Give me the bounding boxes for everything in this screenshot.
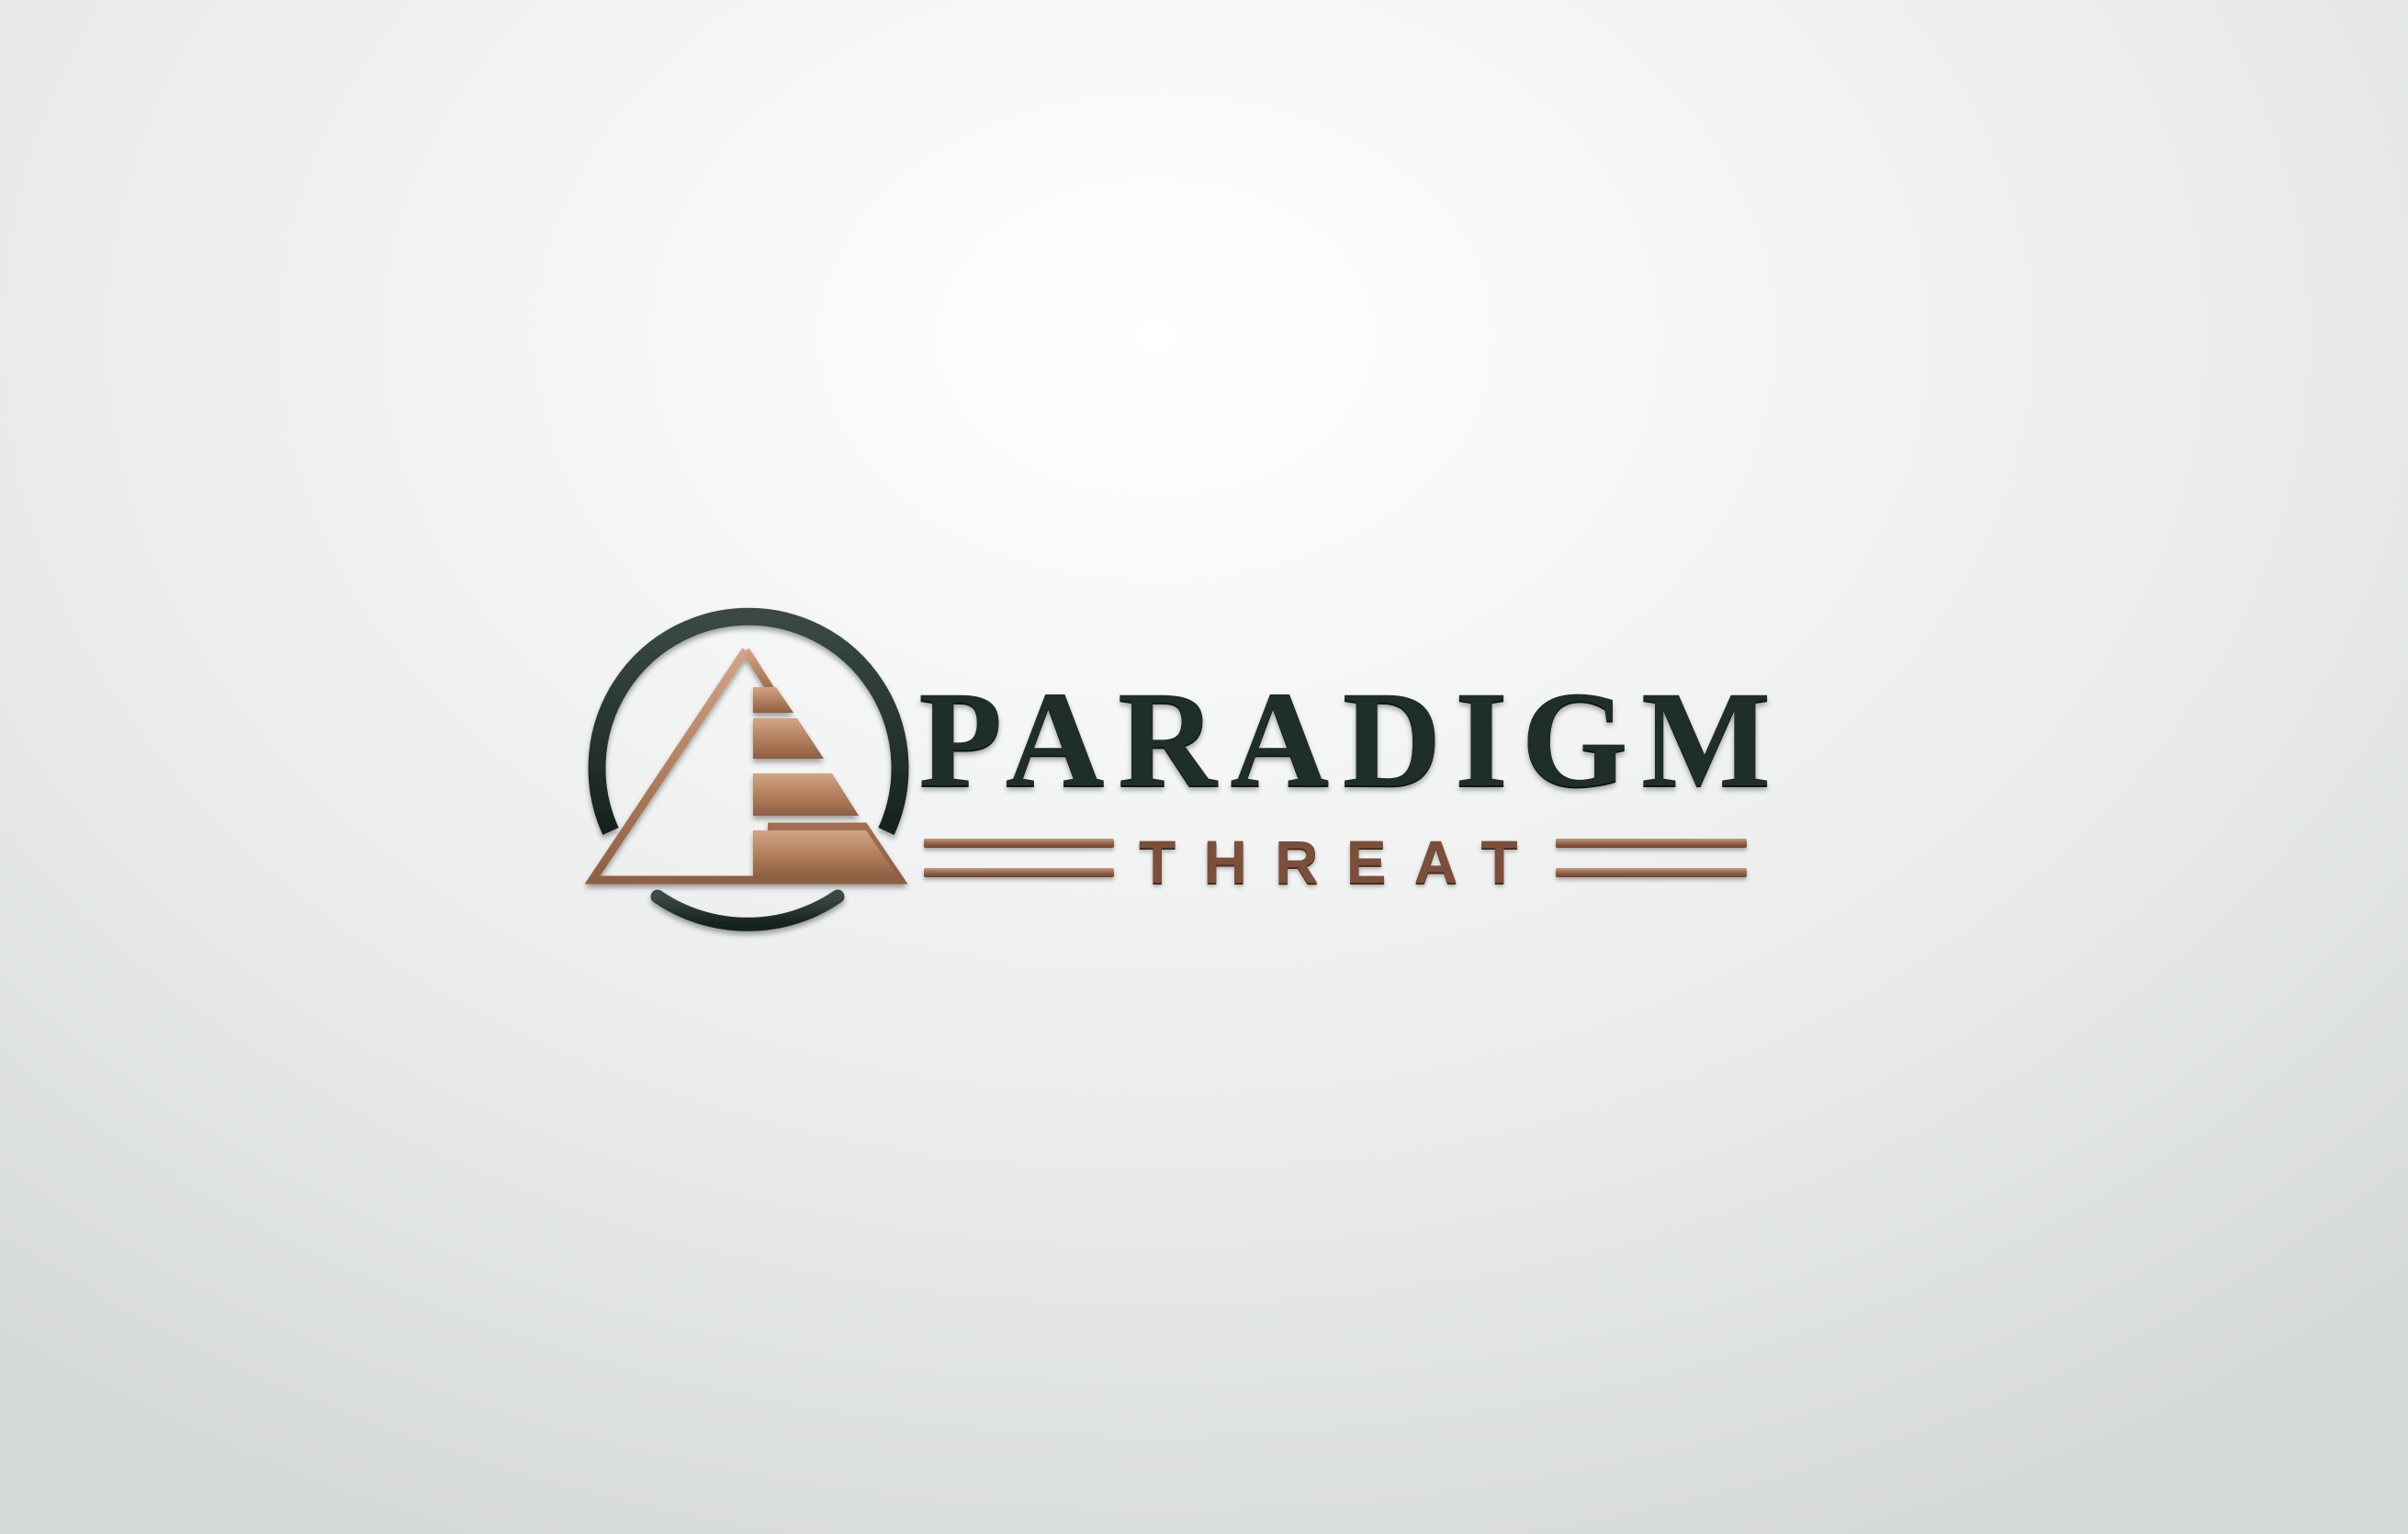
- logo-tagline: THREAT: [1139, 829, 1529, 894]
- left-rule-bottom: [924, 868, 1114, 877]
- pyramid-outline: [584, 648, 908, 885]
- ring-lower-arc: [650, 889, 845, 931]
- ring-upper-arc: [588, 607, 909, 835]
- pyramid-step-4: [753, 830, 898, 877]
- wordmark-text: PARADIGM: [918, 663, 1784, 816]
- logo-wordmark: PARADIGM: [918, 671, 1771, 808]
- pyramid-step-2: [753, 718, 824, 759]
- right-rule-top: [1556, 839, 1747, 848]
- left-rule-top: [924, 839, 1114, 848]
- tagline-text: THREAT: [1139, 828, 1546, 896]
- pyramid-step-1: [753, 687, 793, 713]
- right-rule-bottom: [1556, 868, 1747, 877]
- pyramid-step-3: [753, 773, 859, 816]
